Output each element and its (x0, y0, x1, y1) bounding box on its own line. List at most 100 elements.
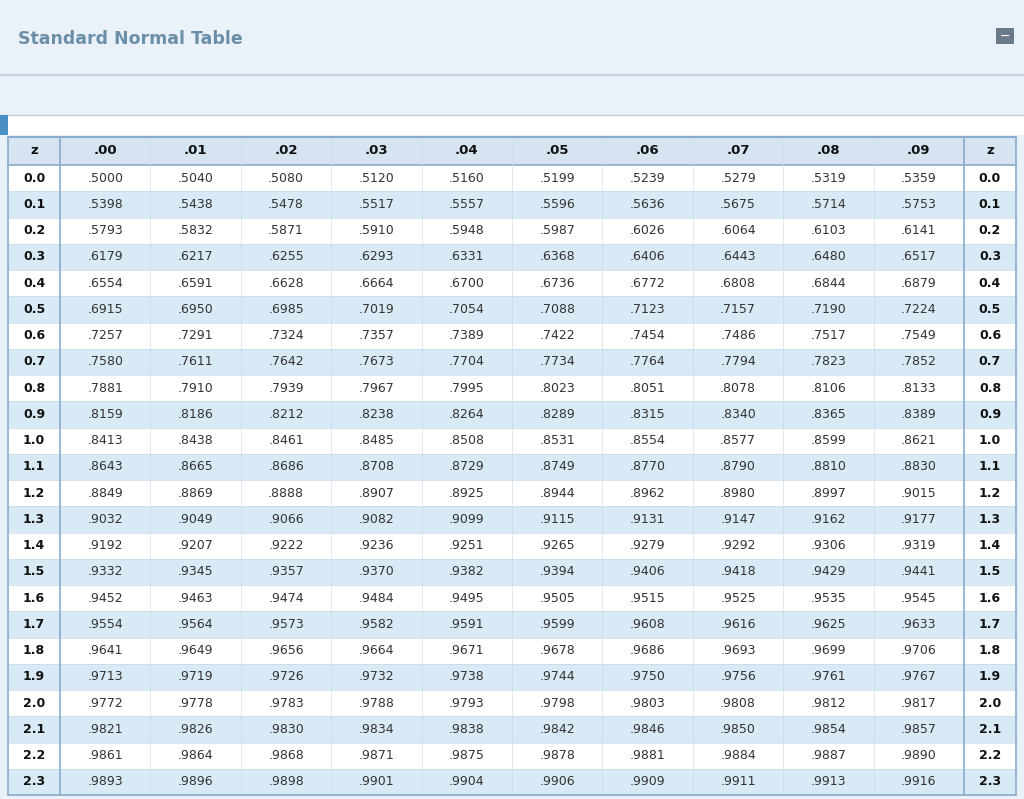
Bar (331, 296, 422, 323)
Text: .7157: .7157 (720, 303, 756, 316)
Text: 0.9: 0.9 (23, 407, 45, 421)
Text: .9131: .9131 (630, 513, 666, 526)
Text: .7054: .7054 (449, 303, 484, 316)
Bar (60, 664, 151, 690)
Bar (8, 401, 60, 427)
Bar (602, 532, 693, 559)
Bar (512, 401, 602, 427)
Bar (331, 638, 422, 664)
Bar (783, 375, 873, 401)
Text: 2.1: 2.1 (23, 723, 45, 736)
Text: .8508: .8508 (449, 434, 484, 447)
Bar (783, 323, 873, 348)
Bar (241, 769, 331, 795)
Bar (783, 559, 873, 585)
Bar (331, 137, 422, 165)
Bar (60, 217, 151, 244)
Text: .6331: .6331 (450, 250, 484, 264)
Bar (422, 165, 512, 191)
Bar (151, 507, 241, 532)
Text: .6554: .6554 (87, 276, 123, 289)
Text: .9798: .9798 (540, 697, 575, 710)
Bar (783, 480, 873, 507)
Bar (331, 165, 422, 191)
Bar (241, 716, 331, 742)
Text: 0.5: 0.5 (979, 303, 1001, 316)
Bar (964, 716, 1016, 742)
Text: .9608: .9608 (630, 618, 666, 631)
Text: .9732: .9732 (358, 670, 394, 683)
Bar (8, 375, 60, 401)
Bar (151, 427, 241, 454)
Bar (151, 769, 241, 795)
Bar (422, 585, 512, 611)
Text: 0.2: 0.2 (23, 225, 45, 237)
Text: 1.3: 1.3 (979, 513, 1001, 526)
Text: .9878: .9878 (540, 749, 575, 762)
Bar (60, 638, 151, 664)
Text: .8770: .8770 (630, 460, 666, 473)
Bar (873, 532, 964, 559)
Bar (512, 480, 602, 507)
Text: .5832: .5832 (178, 225, 213, 237)
Text: −: − (999, 30, 1011, 42)
Bar (422, 427, 512, 454)
Text: .8621: .8621 (901, 434, 937, 447)
Bar (873, 480, 964, 507)
Bar (241, 638, 331, 664)
Text: .04: .04 (455, 145, 478, 157)
Text: .8315: .8315 (630, 407, 666, 421)
Text: .8869: .8869 (178, 487, 213, 499)
Text: .9788: .9788 (358, 697, 394, 710)
Bar (996, 28, 1014, 44)
Text: .9826: .9826 (178, 723, 213, 736)
Text: 0.3: 0.3 (979, 250, 1001, 264)
Text: .9525: .9525 (720, 591, 756, 605)
Text: 1.6: 1.6 (23, 591, 45, 605)
Bar (8, 217, 60, 244)
Bar (602, 244, 693, 270)
Text: .7422: .7422 (540, 329, 575, 342)
Text: .9909: .9909 (630, 775, 666, 789)
Bar (8, 638, 60, 664)
Bar (873, 585, 964, 611)
Bar (8, 191, 60, 217)
Bar (783, 690, 873, 716)
Bar (512, 585, 602, 611)
Text: .6985: .6985 (268, 303, 304, 316)
Text: .6141: .6141 (901, 225, 937, 237)
Bar (512, 270, 602, 296)
Text: .5871: .5871 (268, 225, 304, 237)
Text: .9901: .9901 (358, 775, 394, 789)
Bar (151, 611, 241, 638)
Bar (873, 270, 964, 296)
Bar (783, 611, 873, 638)
Bar (873, 742, 964, 769)
Bar (331, 769, 422, 795)
Text: .7088: .7088 (540, 303, 575, 316)
Text: .07: .07 (726, 145, 750, 157)
Text: .5040: .5040 (177, 172, 214, 185)
Text: 1.7: 1.7 (979, 618, 1001, 631)
Text: .8264: .8264 (449, 407, 484, 421)
Text: .9783: .9783 (268, 697, 304, 710)
Text: .7454: .7454 (630, 329, 666, 342)
Bar (60, 348, 151, 375)
Text: .7486: .7486 (720, 329, 756, 342)
Text: 0.9: 0.9 (979, 407, 1001, 421)
Bar (873, 191, 964, 217)
Bar (8, 480, 60, 507)
Text: .9719: .9719 (178, 670, 213, 683)
Text: .8810: .8810 (810, 460, 847, 473)
Bar (693, 375, 783, 401)
Text: .9370: .9370 (358, 566, 394, 578)
Bar (422, 480, 512, 507)
Text: 1.4: 1.4 (23, 539, 45, 552)
Text: .7704: .7704 (449, 356, 484, 368)
Bar (602, 375, 693, 401)
Bar (60, 244, 151, 270)
Text: 2.1: 2.1 (979, 723, 1001, 736)
Text: .5596: .5596 (540, 198, 575, 211)
Bar (873, 427, 964, 454)
Bar (60, 507, 151, 532)
